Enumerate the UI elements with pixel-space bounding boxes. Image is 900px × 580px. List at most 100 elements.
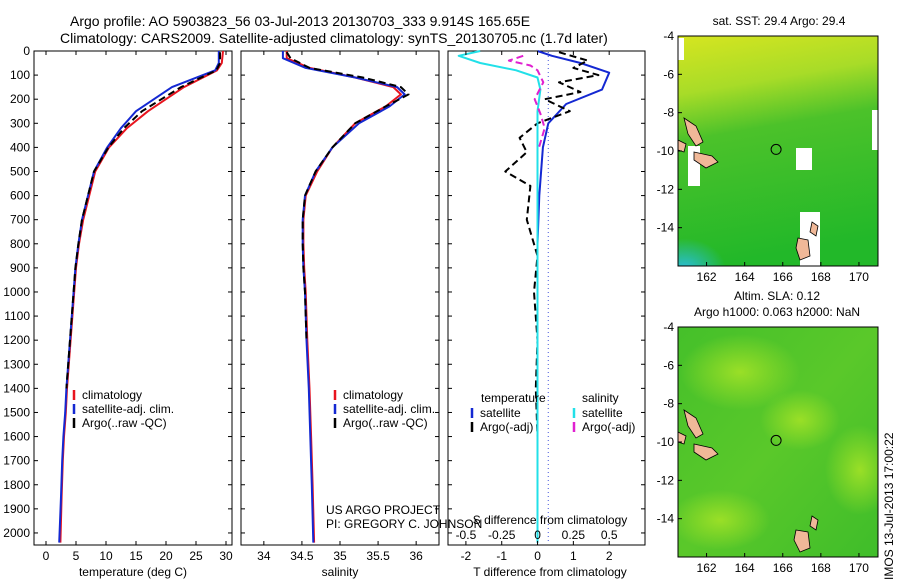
x-tick-label: 35.5 [366,549,390,563]
lon-tick-label: 164 [735,270,755,284]
sla-argo-location-marker [770,434,782,446]
legend-label: climatology [82,388,142,402]
sla-high-3 [825,425,878,515]
x-tick-label: 34 [257,549,271,563]
lon-tick-label: 164 [735,561,755,575]
sst-island-4 [795,237,811,261]
x-tick-label: 10 [99,549,113,563]
pi-annotation: PI: GREGORY C. JOHNSON [326,517,482,531]
lon-tick-label: 170 [849,561,869,575]
lat-tick-label: -14 [657,221,675,235]
sst-argo-location-marker [770,143,782,155]
depth-tick-label: 900 [10,261,30,275]
difference-depth-ticks [448,50,645,534]
depth-tick-label: 400 [10,140,30,154]
sla-island-3 [678,431,687,445]
sst-cloud-gap-1 [678,38,684,60]
sla-map-subtitle: Argo h1000: 0.063 h2000: NaN [694,305,860,319]
legend-label: Argo(-adj) [480,420,533,434]
legend-label: climatology [343,388,403,402]
depth-tick-label: 600 [10,189,30,203]
lon-tick-label: 168 [811,561,831,575]
depth-tick-label: 2000 [3,526,30,540]
s-diff-tick-label: 0.5 [601,528,618,542]
lon-tick-label: 162 [697,561,717,575]
x-tick-label: 5 [73,549,80,563]
temperature-series-lines [58,50,224,543]
salinity-xlabel: salinity [322,565,359,579]
depth-tick-label: 1200 [3,333,30,347]
depth-tick-label: 1300 [3,357,30,371]
depth-tick-label: 1800 [3,478,30,492]
depth-tick-label: 100 [10,68,30,82]
s-diff-tick-label: -0.25 [488,528,516,542]
sla-island-5 [809,515,819,531]
legend-label: Argo(..raw -QC) [82,416,167,430]
salinity-depth-ticks [241,50,439,534]
series-line-salinity-1 [281,51,406,543]
depth-tick-label: 200 [10,92,30,106]
lat-tick-label: -8 [663,106,674,120]
legend-label: Argo(..raw -QC) [343,416,428,430]
figure-title-line2: Climatology: CARS2009. Satellite-adjuste… [60,30,608,46]
legend-label: satellite [582,406,623,420]
series-line-temperature-0 [59,50,224,543]
side-label: IMOS 13-Jul-2013 17:00:22 [882,432,896,580]
difference-profile-panel: -2 -1 0 1 2 -0.5 -0.25 0 0.25 0.5 S difference f… [447,50,646,579]
legend-label: satellite-adj. clim. [82,402,174,416]
lat-tick-label: -10 [657,144,675,158]
lon-tick-label: 166 [773,561,793,575]
depth-tick-label: 1100 [4,309,30,323]
lon-tick-label: 166 [773,270,793,284]
depth-tick-label: 1600 [3,430,30,444]
lat-tick-label: -4 [663,29,674,43]
sla-island-1 [683,409,704,439]
legend-salinity-title: salinity [582,391,619,405]
t-difference-ticks: -2 -1 0 1 2 [461,51,613,563]
sst-island-5 [809,221,819,237]
s-diff-tick-label: 0 [534,528,541,542]
x-tick-label: 30 [219,549,233,563]
sla-map-panel: Altim. SLA: 0.12 Argo h1000: 0.063 h2000… [657,289,879,575]
depth-tick-label: 1500 [3,405,30,419]
difference-series-lines [457,50,611,543]
lat-tick-label: -12 [657,473,675,487]
depth-tick-label: 1900 [3,502,30,516]
salinity-ticks: 34 34.5 35 35.5 36 [257,51,423,563]
salinity-axes-frame [240,50,440,546]
x-tick-label: 20 [159,549,173,563]
sla-island-2 [693,443,719,461]
x-tick-label: 2 [606,549,613,563]
series-line-temperature-2 [65,52,221,389]
depth-tick-label: 0 [23,44,30,58]
lon-tick-label: 170 [849,270,869,284]
project-annotation: US ARGO PROJECT [326,503,441,517]
x-tick-label: 1 [570,549,577,563]
depth-tick-label: 1700 [3,454,30,468]
depth-tick-label: 1400 [3,381,30,395]
sla-lon-ticks: 162 164 166 168 170 [697,553,869,575]
series-line-difference-1 [504,51,600,437]
legend-label: Argo(-adj) [582,420,635,434]
sst-island-3 [678,139,687,153]
sst-island-1 [683,117,704,147]
sst-cloud-gap-5 [872,110,878,150]
s-difference-label: S difference from climatology [473,513,628,527]
sst-map-title: sat. SST: 29.4 Argo: 29.4 [713,14,846,28]
temperature-profile-panel: 0100200300400500600700800900100011001200… [3,44,233,579]
sla-high-2 [760,390,840,450]
x-tick-label: 0 [43,549,50,563]
t-difference-xlabel: T difference from climatology [473,565,627,579]
sst-cold-patch [678,180,798,266]
temperature-axes-frame [33,50,233,546]
temperature-ticks: 0 5 10 15 20 25 30 [43,51,233,563]
sst-island-2 [693,151,719,169]
difference-axes-frame [447,50,646,546]
depth-tick-label: 700 [10,213,30,227]
depth-tick-label: 300 [10,116,30,130]
figure-title-line1: Argo profile: AO 5903823_56 03-Jul-2013 … [70,13,530,29]
temperature-xlabel: temperature (deg C) [79,565,187,579]
sla-high-4 [678,490,770,550]
series-line-salinity-2 [285,51,410,341]
